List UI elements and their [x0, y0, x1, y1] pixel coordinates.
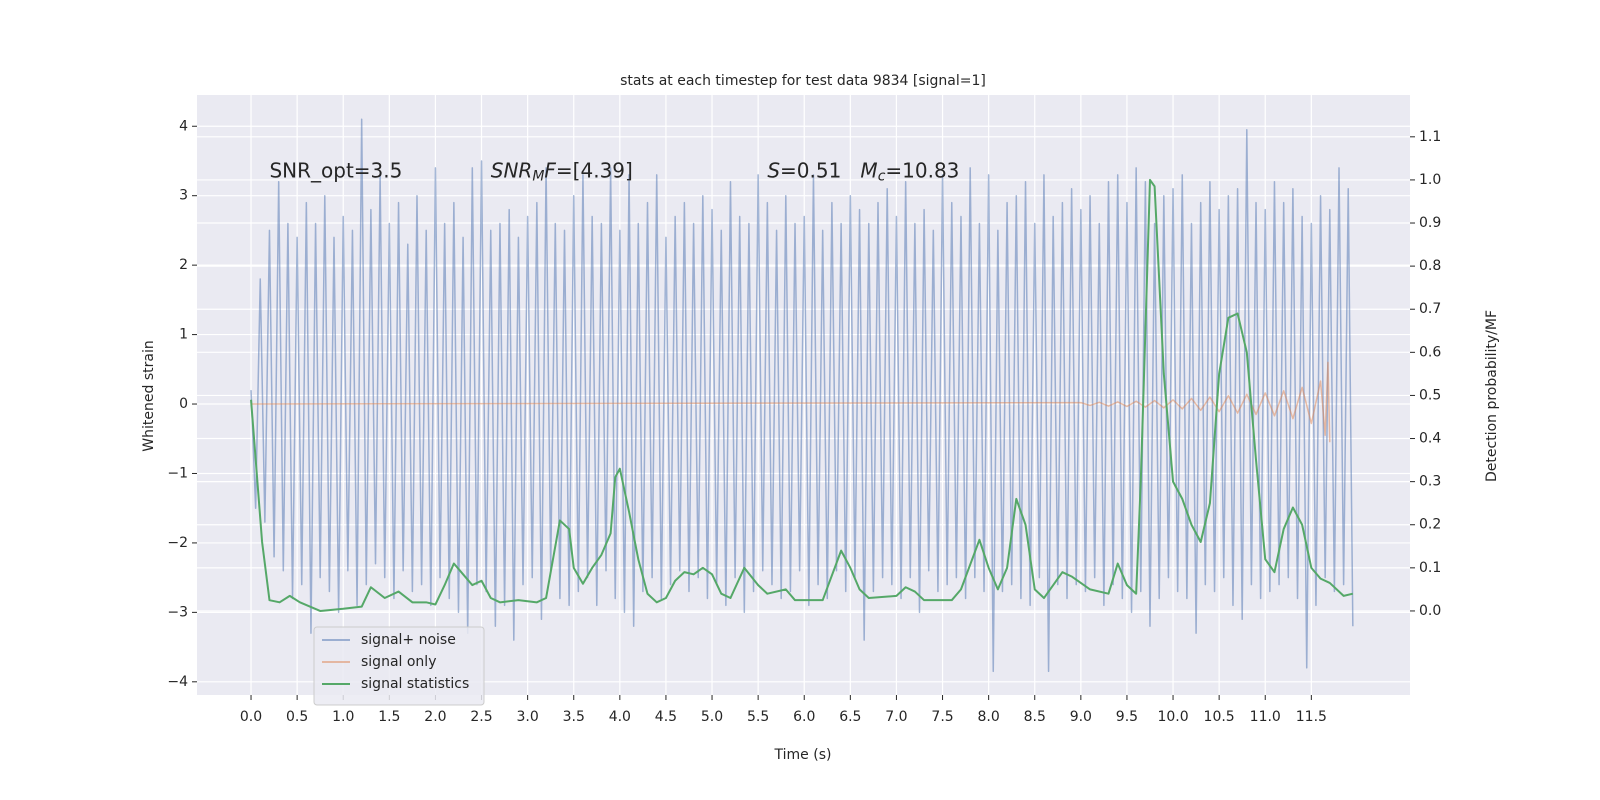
x-tick-label: 9.0 — [1070, 709, 1092, 725]
series-line — [250, 118, 1354, 673]
y-axis-label: Whitened strain — [141, 340, 157, 451]
y-tick-label: 0 — [179, 396, 188, 412]
x-tick-label: 7.5 — [931, 709, 953, 725]
x-tick-label: 1.0 — [332, 709, 354, 725]
y-tick-label: −1 — [167, 465, 188, 481]
x-tick-label: 11.0 — [1250, 709, 1281, 725]
x-tick-label: 3.0 — [517, 709, 539, 725]
y2-tick-label: 0.2 — [1419, 517, 1441, 533]
x-tick-label: 5.0 — [701, 709, 723, 725]
x-tick-label: 0.0 — [240, 709, 262, 725]
y2-tick-label: 1.0 — [1419, 172, 1441, 188]
y2-tick-label: 0.0 — [1419, 603, 1441, 619]
x-tick-label: 8.0 — [978, 709, 1000, 725]
x-tick-label: 3.5 — [563, 709, 585, 725]
annotation-part: F — [544, 158, 556, 182]
y-tick-label: −3 — [167, 604, 188, 620]
x-tick-label: 10.0 — [1157, 709, 1188, 725]
x-tick-label: 10.5 — [1204, 709, 1235, 725]
y2-tick-label: 0.3 — [1419, 474, 1441, 490]
x-tick-label: 2.5 — [470, 709, 492, 725]
x-tick-label: 1.5 — [378, 709, 400, 725]
x-tick-label: 6.5 — [839, 709, 861, 725]
y-tick-label: −4 — [167, 674, 188, 690]
x-tick-label: 9.5 — [1116, 709, 1138, 725]
y2-tick-label: 0.9 — [1419, 215, 1441, 231]
x-axis-label: Time (s) — [774, 747, 832, 763]
y-tick-label: −2 — [167, 535, 188, 551]
y2-tick-label: 0.5 — [1419, 387, 1441, 403]
annotation-part: c — [878, 168, 886, 184]
x-tick-label: 5.5 — [747, 709, 769, 725]
x-tick-label: 6.0 — [793, 709, 815, 725]
x-tick-label: 4.0 — [609, 709, 631, 725]
annotation: S=0.51 Mc=10.83 — [767, 158, 959, 185]
y-tick-label: 3 — [179, 188, 188, 204]
x-tick-label: 0.5 — [286, 709, 308, 725]
series-line — [251, 361, 1331, 443]
annotation-part: =0.51 — [780, 158, 860, 182]
annotation-part: =[4.39] — [556, 158, 633, 182]
annotation: SNRMF=[4.39] — [491, 158, 633, 185]
legend-label: signal statistics — [361, 676, 469, 692]
annotation: SNR_opt=3.5 — [269, 158, 402, 182]
x-tick-label: 4.5 — [655, 709, 677, 725]
chart-title: stats at each timestep for test data 983… — [620, 73, 986, 89]
annotation-part: SNR_opt=3.5 — [269, 158, 402, 182]
y-tick-label: 1 — [179, 327, 188, 343]
y2-tick-label: 0.1 — [1419, 560, 1441, 576]
y2-axis-label: Detection probability/MF — [1484, 310, 1500, 482]
legend-label: signal+ noise — [361, 632, 456, 648]
y2-tick-label: 0.6 — [1419, 344, 1441, 360]
x-tick-label: 8.5 — [1024, 709, 1046, 725]
y2-tick-label: 0.4 — [1419, 431, 1441, 447]
x-tick-label: 7.0 — [885, 709, 907, 725]
y2-tick-label: 0.8 — [1419, 258, 1441, 274]
y-tick-label: 2 — [179, 257, 188, 273]
annotation-part: S — [767, 158, 780, 182]
legend-box — [313, 626, 485, 706]
x-tick-label: 2.0 — [424, 709, 446, 725]
legend-label: signal only — [361, 654, 436, 670]
annotation-part: SNR — [491, 158, 533, 182]
y2-tick-label: 1.1 — [1419, 129, 1441, 145]
y2-tick-label: 0.7 — [1419, 301, 1441, 317]
annotation-part: =10.83 — [885, 158, 959, 182]
y-tick-label: 4 — [179, 118, 188, 134]
annotation-part: M — [532, 168, 544, 184]
annotation-part: M — [860, 158, 877, 182]
series-line — [250, 178, 1354, 612]
x-tick-label: 11.5 — [1296, 709, 1327, 725]
